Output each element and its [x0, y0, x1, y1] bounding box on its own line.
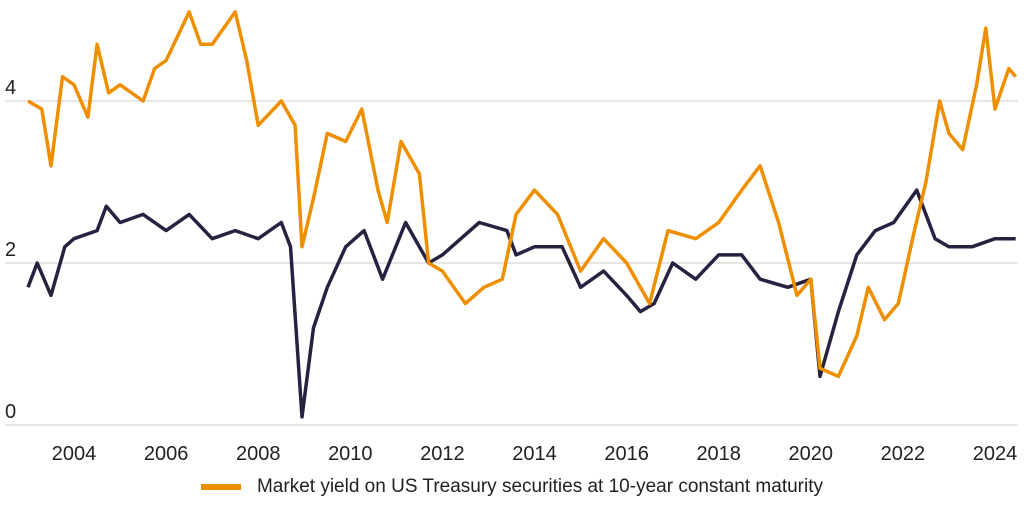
series-line-0 — [27, 10, 1018, 379]
x-tick-label: 2006 — [144, 443, 189, 465]
x-tick-label: 2016 — [604, 443, 649, 465]
legend: Market yield on US Treasury securities a… — [0, 476, 1024, 498]
x-tick-label: 2022 — [881, 443, 926, 465]
x-tick-label: 2004 — [52, 443, 97, 465]
x-axis: 2004 2006 2008 2010 2012 2014 2016 2018 2020 2022… — [52, 443, 1017, 465]
x-tick-label: 2018 — [696, 443, 741, 465]
x-tick-label: 2008 — [236, 443, 281, 465]
series-line-1 — [26, 188, 1016, 419]
x-tick-label: 2020 — [789, 443, 834, 465]
y-axis: 0 2 4 — [5, 77, 16, 423]
y-tick-label: 4 — [5, 77, 16, 99]
y-tick-label: 2 — [5, 239, 16, 261]
gridlines — [5, 100, 1018, 426]
legend-swatch — [200, 483, 241, 490]
x-tick-label: 2012 — [420, 443, 465, 465]
y-tick-label: 0 — [5, 401, 16, 423]
x-tick-label: 2014 — [512, 443, 557, 465]
x-tick-label: 2024 — [973, 443, 1018, 465]
series-lines — [26, 10, 1018, 419]
x-tick-label: 2010 — [328, 443, 373, 465]
legend-label: Market yield on US Treasury securities a… — [256, 476, 823, 497]
